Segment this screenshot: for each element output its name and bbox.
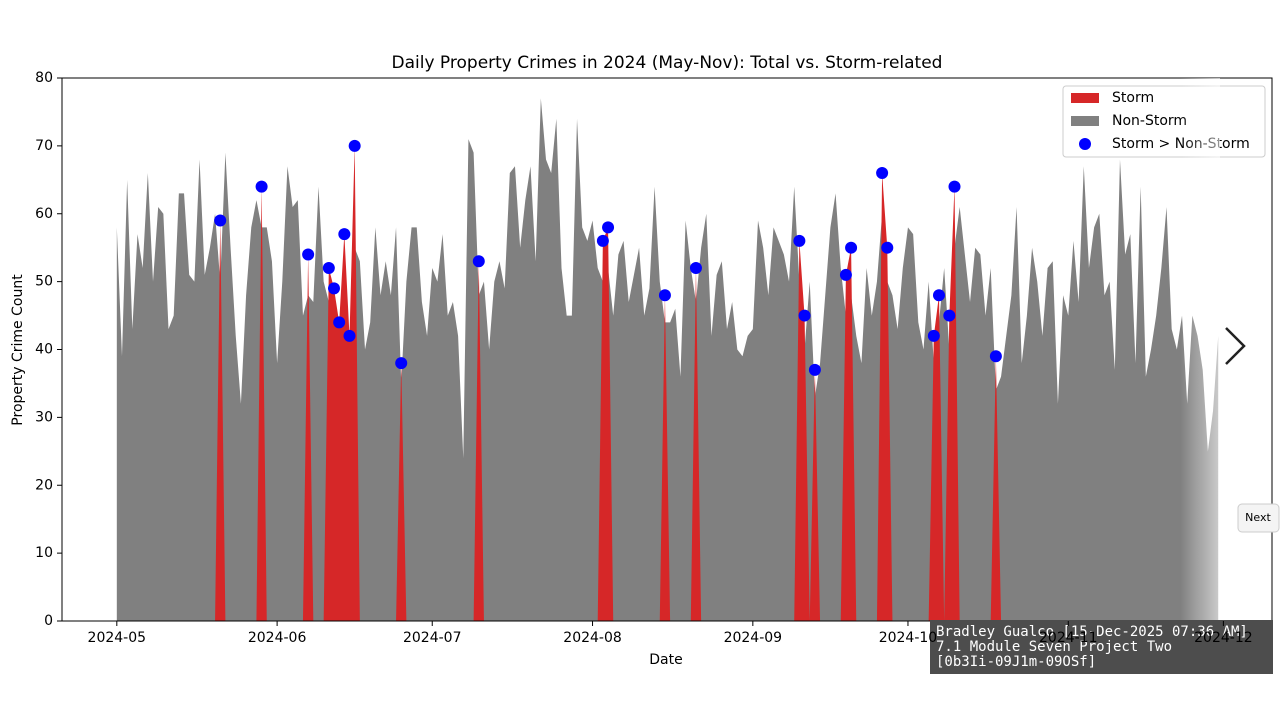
x-axis-label: Date — [649, 652, 682, 668]
next-button[interactable] — [1237, 503, 1280, 533]
storm-dot — [948, 180, 961, 193]
storm-dot — [989, 350, 1002, 363]
storm-dot — [689, 262, 702, 275]
storm-dot — [255, 180, 268, 193]
storm-dot — [876, 167, 889, 180]
chart-title: Daily Property Crimes in 2024 (May-Nov):… — [392, 53, 943, 73]
y-tick-label: 60 — [35, 206, 53, 222]
legend-label: Non-Storm — [1112, 113, 1187, 129]
y-tick-label: 50 — [35, 274, 53, 290]
x-tick-label: 2024-08 — [563, 630, 622, 646]
area — [116, 98, 1219, 622]
x-tick-label: 2024-11 — [1039, 630, 1098, 646]
next-chevron[interactable] — [1225, 327, 1246, 365]
storm-dot — [214, 214, 227, 227]
storm-dot — [338, 228, 351, 241]
watermark-box — [930, 620, 1273, 674]
y-tick-label: 30 — [35, 409, 53, 425]
storm-dot — [798, 309, 811, 322]
y-tick-label: 70 — [35, 138, 53, 154]
y-tick-label: 10 — [35, 545, 53, 561]
storm-dot — [845, 241, 858, 254]
fade-overlay — [1180, 78, 1220, 621]
y-tick-label: 40 — [35, 342, 53, 358]
x-tick-label: 2024-12 — [1194, 630, 1253, 646]
x-tick-label: 2024-10 — [879, 630, 938, 646]
storm-dot — [881, 241, 894, 254]
watermark-line: 7.1 Module Seven Project Two — [936, 639, 1172, 655]
y-tick-label: 20 — [35, 477, 53, 493]
storm-dot — [343, 329, 356, 342]
y-tick-label: 80 — [35, 70, 53, 86]
storm-dot — [322, 262, 335, 275]
storm-dot — [927, 329, 940, 342]
storm-dot — [302, 248, 315, 261]
storm-dot — [472, 255, 485, 268]
area — [116, 145, 1219, 621]
storm-dot — [602, 221, 615, 234]
storm-dot — [327, 282, 340, 295]
legend-swatch — [1071, 93, 1099, 103]
y-axis-label: Property Crime Count — [10, 274, 26, 426]
watermark-line: Bradley Gualco [15-Dec-2025 07:36 AM] — [936, 624, 1248, 640]
storm-dot — [839, 268, 852, 281]
storm-dot — [395, 357, 408, 370]
watermark-line: [0b3Ii-09J1m-09OSf] — [936, 654, 1096, 670]
storm-dot — [943, 309, 956, 322]
storm-dot — [596, 234, 609, 247]
storm-dot — [658, 289, 671, 302]
storm-dot — [793, 234, 806, 247]
storm-dot — [333, 316, 346, 329]
x-tick-label: 2024-07 — [403, 630, 462, 646]
legend-label: Storm — [1112, 90, 1154, 106]
storm-dot — [808, 363, 821, 376]
storm-dot — [348, 139, 361, 152]
x-tick-label: 2024-09 — [724, 630, 783, 646]
x-tick-label: 2024-06 — [248, 630, 307, 646]
next-button-label[interactable]: Next — [1245, 511, 1271, 524]
x-tick-label: 2024-05 — [88, 630, 147, 646]
legend-marker — [1079, 138, 1091, 150]
plot-area — [116, 98, 1219, 622]
legend-swatch — [1071, 116, 1099, 126]
y-tick-label: 0 — [44, 613, 53, 629]
storm-dot — [932, 289, 945, 302]
